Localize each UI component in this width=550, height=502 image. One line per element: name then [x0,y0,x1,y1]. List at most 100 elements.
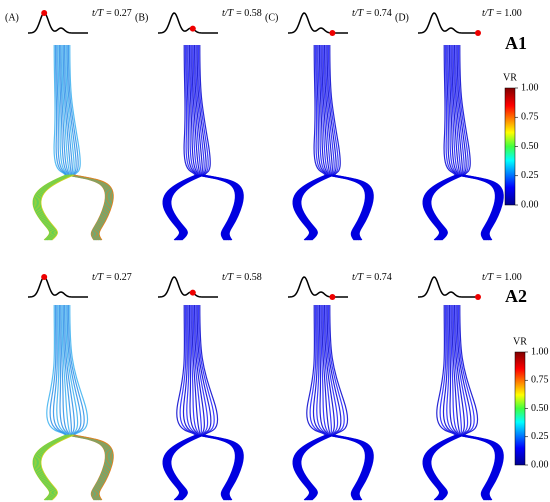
streamline [450,44,460,176]
streamline [182,304,198,436]
streamline [321,304,331,436]
time-value: = 0.27 [106,272,132,283]
streamline [57,44,69,176]
streamline [192,304,203,436]
streamline [316,304,329,436]
streamline [451,304,461,436]
streamline [444,44,457,176]
streamline [313,44,326,176]
streamline [54,44,67,176]
time-label: t/T = 0.74 [352,272,392,283]
streamline [324,304,335,436]
time-value: = 0.27 [106,8,132,19]
time-label: t/T = 0.58 [222,8,262,19]
streamline [40,174,75,241]
streamline [300,434,335,501]
vessel-streamlines [32,304,114,501]
time-value: = 0.74 [366,272,392,283]
streamline [463,434,504,501]
streamline [448,304,460,436]
time-marker [475,30,481,36]
streamline [61,44,71,176]
streamline [316,44,328,176]
time-value: = 0.58 [236,8,262,19]
streamline [314,44,327,176]
streamline [333,174,374,241]
streamline [199,44,211,176]
time-variable: t/T [92,272,105,283]
colorbar [514,351,526,466]
time-value: = 1.00 [496,272,522,283]
time-value: = 1.00 [496,8,522,19]
streamline [318,304,330,436]
streamline [67,304,85,436]
time-marker [41,9,48,16]
streamline [300,174,335,241]
streamline [320,44,330,176]
waveform [417,12,478,34]
streamline [196,304,212,436]
time-value: = 0.74 [366,8,392,19]
streamline [333,434,374,501]
streamline [56,44,68,176]
streamline [448,44,460,176]
streamline [69,44,81,176]
streamline [188,44,200,176]
streamline [317,44,329,176]
panel-label: A1 [505,33,527,53]
waveform [27,276,88,298]
streamline [450,304,460,436]
streamline [187,44,199,176]
streamline [451,44,461,176]
streamline [53,44,66,176]
streamline [459,304,479,436]
frame-letter: (C) [265,12,278,23]
time-variable: t/T [482,272,495,283]
streamline [329,304,349,436]
frame-letter: (B) [135,12,148,23]
streamline [203,434,244,501]
streamline [191,304,201,436]
time-marker [329,29,336,36]
time-marker [189,289,196,296]
colorbar-tick-label: 0.00 [531,459,549,470]
streamline [65,304,79,436]
streamline [52,304,68,436]
panel-label: A2 [505,286,527,306]
streamline [325,304,339,436]
streamline [197,44,209,176]
colorbar-tick-label: 1.00 [521,82,539,93]
streamline [66,44,77,176]
waveform [287,276,348,298]
streamline [457,304,475,436]
streamline [325,44,335,176]
streamline [188,304,200,436]
colorbar-title: VR [513,336,527,347]
frame-letter: (D) [395,12,409,23]
streamline [61,304,71,436]
streamline [320,304,330,436]
colorbar-tick-label: 1.00 [531,346,549,357]
vessel-streamlines [422,44,504,241]
streamline [452,44,462,176]
colorbar-tick-label: 0.25 [521,170,539,181]
frame-letter: (A) [5,12,19,23]
streamline [452,304,463,436]
time-label: t/T = 1.00 [482,8,522,19]
waveform [287,12,348,34]
time-label: t/T = 0.58 [222,272,262,283]
streamline [309,304,327,436]
time-marker [189,25,196,32]
streamline [186,44,198,176]
vessel-streamlines [162,44,244,241]
waveform [27,12,88,34]
streamline [58,304,70,436]
streamline [184,44,197,176]
streamline [62,304,73,436]
colorbar-tick-label: 0.00 [521,199,539,210]
time-label: t/T = 0.27 [92,8,132,19]
streamline [442,304,458,436]
streamline [170,434,205,501]
streamline [199,304,219,436]
streamline [430,174,465,241]
